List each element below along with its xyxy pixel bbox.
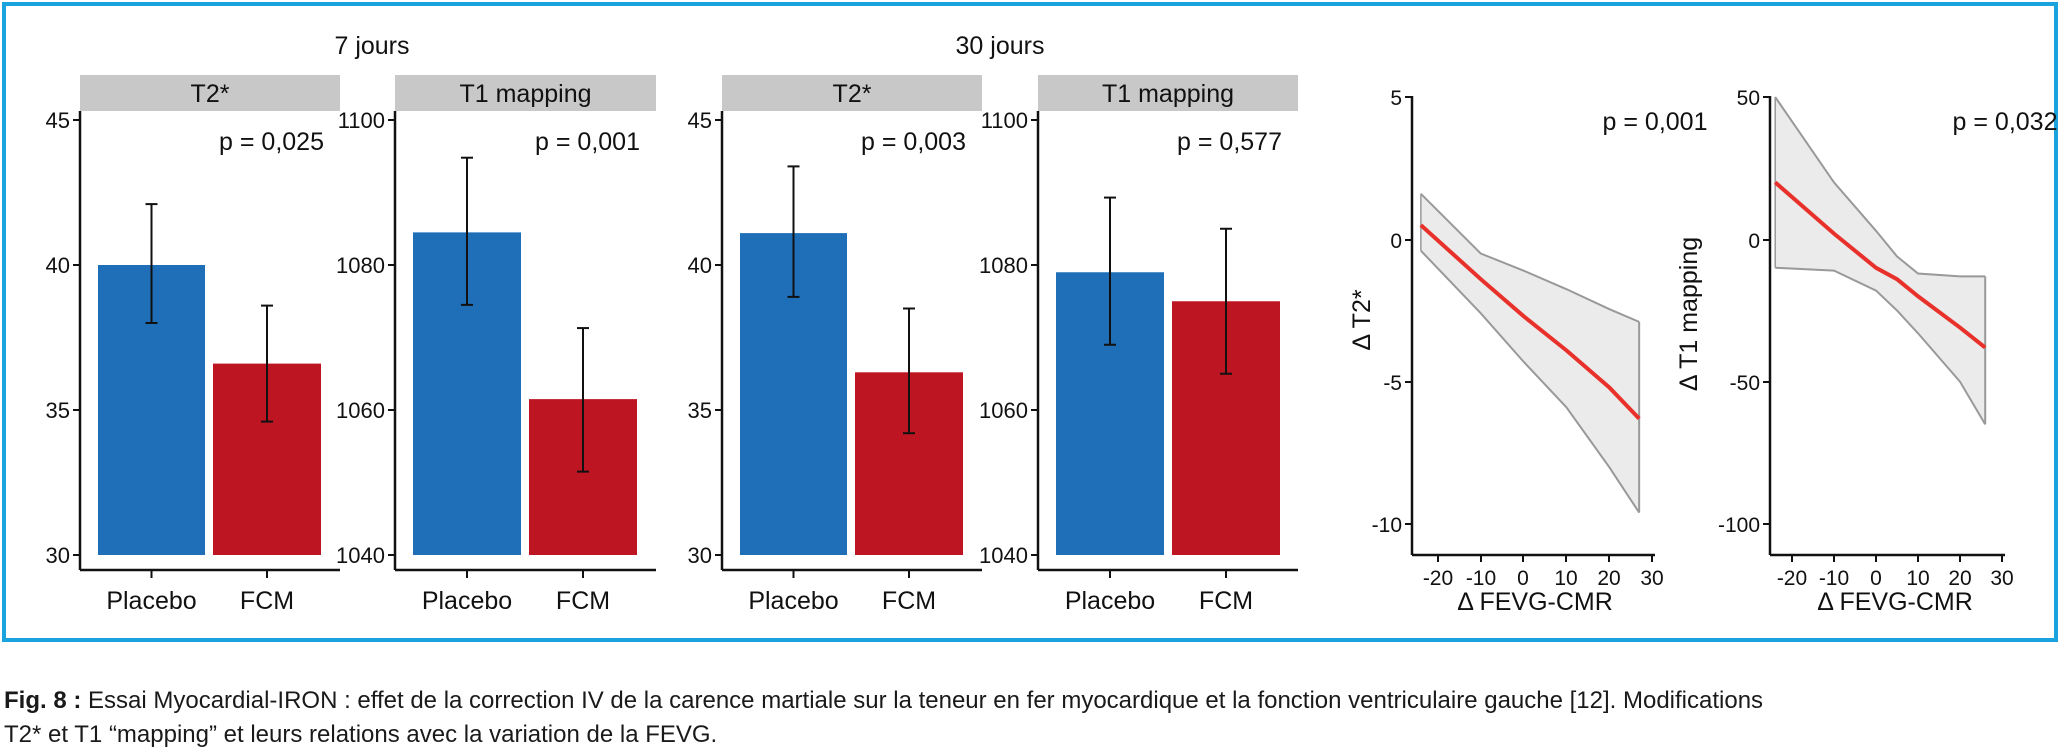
- y-tick-label: 30: [46, 543, 70, 568]
- panel-strip: [80, 75, 340, 111]
- figure-caption: Fig. 8 : Essai Myocardial-IRON : effet d…: [4, 684, 2064, 752]
- y-tick-label: 30: [688, 543, 712, 568]
- y-tick-label: 1080: [979, 253, 1028, 278]
- panel-strip: [722, 75, 982, 111]
- group-title-7-jours: 7 jours: [334, 32, 409, 60]
- panel-strip-label: T1 mapping: [459, 80, 591, 108]
- y-tick-label: 45: [688, 108, 712, 133]
- p-value: p = 0,001: [535, 128, 640, 156]
- x-tick-label: Placebo: [1065, 587, 1155, 615]
- x-tick-label: FCM: [556, 587, 610, 615]
- panel-strip-label: T2*: [833, 80, 872, 108]
- caption-line-2: T2* et T1 “mapping” et leurs relations a…: [4, 721, 718, 748]
- y-tick-label: 1080: [336, 253, 385, 278]
- p-value: p = 0,001: [1603, 108, 1708, 136]
- x-axis-label: Δ FEVG-CMR: [1457, 588, 1613, 616]
- band-lower-edge: [1775, 266, 1987, 425]
- figure-frame: [2, 2, 2058, 642]
- p-value: p = 0,003: [861, 128, 966, 156]
- x-tick-label: 20: [1948, 567, 1971, 590]
- x-tick-label: -10: [1819, 567, 1849, 590]
- x-tick-label: 30: [1640, 567, 1663, 590]
- panel-strip-label: T2*: [191, 80, 230, 108]
- regression-panel-1: 5 0 -5 -10 -20 -10 0 10 20 30 Δ FEVG-CMR Δ T2* p = 0…: [1348, 87, 1707, 616]
- y-tick-label: 50: [1737, 87, 1760, 110]
- y-tick-label: 35: [46, 398, 70, 423]
- band-lower-edge: [1420, 250, 1640, 514]
- y-tick-label: 0: [1748, 230, 1760, 253]
- y-tick-label: -10: [1372, 514, 1402, 537]
- figure-charts: 7 jours 30 jours T2* 30 35 40 45 Placebo FCM p …: [46, 32, 2058, 616]
- regression-line: [1419, 223, 1641, 421]
- y-tick-label: 45: [46, 108, 70, 133]
- p-value: p = 0,577: [1177, 128, 1282, 156]
- panel-strip-label: T1 mapping: [1102, 80, 1234, 108]
- x-tick-label: 0: [1517, 567, 1529, 590]
- x-tick-label: 10: [1554, 567, 1577, 590]
- x-tick-label: Placebo: [748, 587, 838, 615]
- caption-label: Fig. 8 :: [4, 687, 82, 714]
- x-tick-label: Placebo: [422, 587, 512, 615]
- y-tick-label: 1100: [981, 108, 1028, 133]
- confidence-band: [1775, 97, 1986, 425]
- x-tick-label: FCM: [882, 587, 936, 615]
- y-tick-label: 40: [46, 253, 70, 278]
- y-tick-label: -100: [1718, 514, 1760, 537]
- x-tick-label: FCM: [1199, 587, 1253, 615]
- bar-panel-2: T1 mapping 1040 1060 1080 1100 Placebo FCM p = …: [336, 75, 656, 615]
- x-tick-label: -10: [1466, 567, 1496, 590]
- y-axis-label: Δ T1 mapping: [1675, 237, 1703, 391]
- y-tick-label: 1060: [336, 398, 385, 423]
- y-tick-label: 5: [1390, 87, 1402, 110]
- p-value: p = 0,025: [219, 128, 324, 156]
- y-axis-label: Δ T2*: [1348, 289, 1376, 350]
- panel-strip: [1038, 75, 1298, 111]
- y-tick-label: 40: [688, 253, 712, 278]
- y-tick-label: 1040: [336, 543, 385, 568]
- panel-strip: [395, 75, 656, 111]
- bar-panel-4: T1 mapping 1040 1060 1080 1100 Placebo FCM p = …: [979, 75, 1298, 615]
- x-tick-label: -20: [1777, 567, 1807, 590]
- x-axis-label: Δ FEVG-CMR: [1817, 588, 1973, 616]
- x-tick-label: 0: [1870, 567, 1882, 590]
- y-tick-label: 1040: [979, 543, 1028, 568]
- x-tick-label: -20: [1423, 567, 1453, 590]
- bar-panel-1: T2* 30 35 40 45 Placebo FCM p = 0,025: [46, 75, 340, 615]
- band-upper-edge: [1774, 96, 1986, 278]
- band-upper-edge: [1420, 193, 1640, 323]
- y-tick-label: -5: [1383, 372, 1402, 395]
- y-tick-label: 1100: [338, 108, 385, 133]
- x-tick-label: 10: [1906, 567, 1929, 590]
- group-title-30-jours: 30 jours: [956, 32, 1045, 60]
- regression-line: [1773, 180, 1987, 350]
- y-tick-label: 0: [1390, 230, 1402, 253]
- caption-line-1: Essai Myocardial-IRON : effet de la corr…: [81, 687, 1764, 714]
- p-value: p = 0,032: [1953, 108, 2058, 136]
- x-tick-label: Placebo: [106, 587, 196, 615]
- y-tick-label: -50: [1730, 372, 1760, 395]
- x-tick-label: 20: [1597, 567, 1620, 590]
- x-tick-label: FCM: [240, 587, 294, 615]
- bar-panel-3: T2* 30 35 40 45 Placebo FCM p = 0,003: [688, 75, 982, 615]
- y-tick-label: 35: [688, 398, 712, 423]
- y-tick-label: 1060: [979, 398, 1028, 423]
- x-tick-label: 30: [1990, 567, 2013, 590]
